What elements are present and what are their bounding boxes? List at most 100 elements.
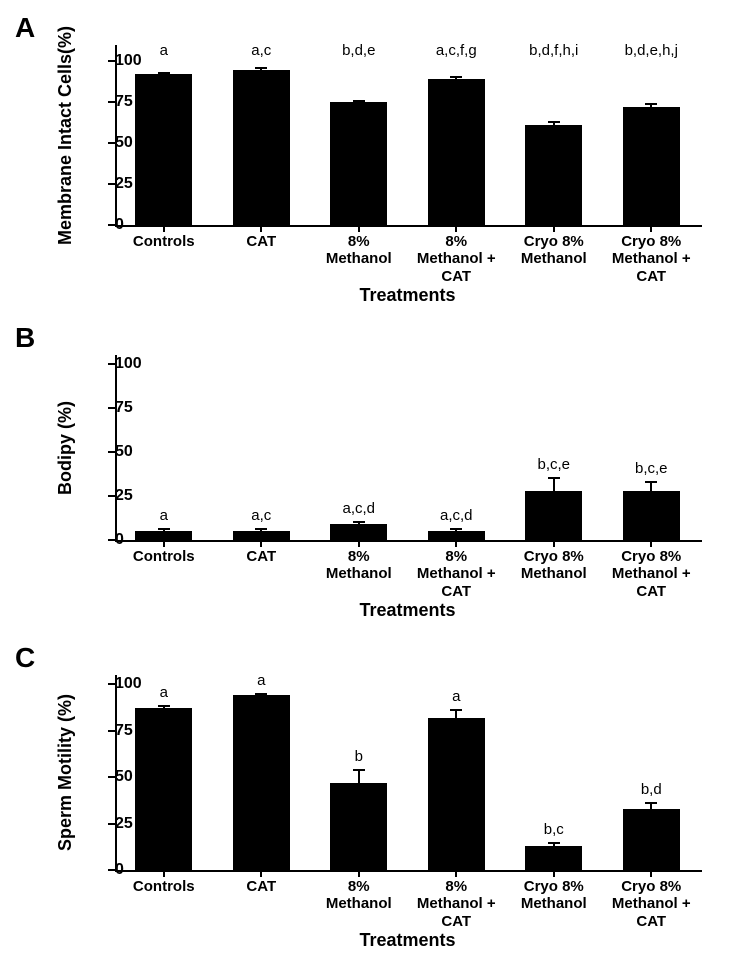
y-tick [108, 363, 115, 365]
bar [233, 695, 290, 870]
error-cap [645, 103, 657, 105]
y-tick [108, 451, 115, 453]
x-tick [260, 870, 262, 877]
sig-label: b [355, 748, 363, 765]
x-tick [260, 225, 262, 232]
y-tick [108, 776, 115, 778]
y-tick [108, 730, 115, 732]
error-bar [553, 478, 555, 490]
error-cap [158, 72, 170, 74]
x-tick [455, 870, 457, 877]
y-axis-label: Membrane Intact Cells(%) [55, 25, 76, 244]
error-cap [548, 842, 560, 844]
sig-label: a,c,f,g [436, 42, 477, 59]
sig-label: a,c,d [342, 500, 375, 517]
sig-label: b,c,e [537, 456, 570, 473]
sig-label: a [160, 684, 168, 701]
panel-label-C: C [15, 642, 35, 674]
error-cap [158, 528, 170, 530]
bar [623, 809, 680, 870]
x-tick [358, 225, 360, 232]
error-cap [548, 121, 560, 123]
category-label: CAT [246, 548, 276, 565]
y-tick [108, 495, 115, 497]
y-tick [108, 142, 115, 144]
x-tick [553, 540, 555, 547]
category-label: 8%Methanol [326, 233, 392, 268]
y-tick [108, 183, 115, 185]
bar [428, 718, 485, 870]
x-tick [455, 540, 457, 547]
bar [428, 531, 485, 540]
bar [233, 70, 290, 225]
category-label: Controls [133, 548, 195, 565]
plot-area [115, 45, 702, 227]
error-cap [255, 67, 267, 69]
category-label: 8%Methanol [326, 548, 392, 583]
x-tick [553, 870, 555, 877]
error-cap [353, 521, 365, 523]
y-tick [108, 60, 115, 62]
category-label: 8%Methanol +CAT [417, 233, 496, 285]
category-label: Cryo 8%Methanol [521, 878, 587, 913]
error-cap [450, 76, 462, 78]
category-label: CAT [246, 233, 276, 250]
y-tick [108, 823, 115, 825]
category-label: Cryo 8%Methanol +CAT [612, 878, 691, 930]
category-label: Cryo 8%Methanol [521, 548, 587, 583]
sig-label: a [160, 507, 168, 524]
error-cap [158, 705, 170, 707]
category-label: 8%Methanol +CAT [417, 548, 496, 600]
error-cap [645, 802, 657, 804]
bar [233, 531, 290, 540]
figure: AMembrane Intact Cells(%)0255075100aCont… [0, 0, 732, 980]
error-cap [353, 100, 365, 102]
y-tick [108, 224, 115, 226]
x-axis-label: Treatments [359, 285, 455, 306]
bar [525, 846, 582, 870]
x-tick [650, 225, 652, 232]
error-cap [450, 709, 462, 711]
y-tick [108, 101, 115, 103]
bar [428, 79, 485, 225]
bar [525, 125, 582, 225]
x-tick [163, 225, 165, 232]
x-tick [650, 870, 652, 877]
plot-area [115, 355, 702, 542]
error-cap [255, 693, 267, 695]
sig-label: b,d,e [342, 42, 375, 59]
category-label: Controls [133, 878, 195, 895]
sig-label: b,c,e [635, 460, 668, 477]
x-tick [358, 870, 360, 877]
y-tick [108, 683, 115, 685]
bar [135, 708, 192, 870]
plot-area [115, 675, 702, 872]
y-tick [108, 869, 115, 871]
x-tick [358, 540, 360, 547]
sig-label: b,d,f,h,i [529, 42, 578, 59]
x-axis-label: Treatments [359, 930, 455, 951]
sig-label: a [160, 42, 168, 59]
y-tick [108, 407, 115, 409]
x-tick [650, 540, 652, 547]
y-axis-label: Bodipy (%) [55, 401, 76, 495]
sig-label: a,c [251, 507, 271, 524]
bar [330, 524, 387, 540]
category-label: 8%Methanol +CAT [417, 878, 496, 930]
category-label: Cryo 8%Methanol [521, 233, 587, 268]
panel-label-A: A [15, 12, 35, 44]
sig-label: a,c [251, 42, 271, 59]
sig-label: b,c [544, 821, 564, 838]
y-axis-label: Sperm Motility (%) [55, 694, 76, 851]
sig-label: b,d [641, 781, 662, 798]
category-label: 8%Methanol [326, 878, 392, 913]
sig-label: b,d,e,h,j [625, 42, 678, 59]
bar [135, 531, 192, 540]
category-label: Cryo 8%Methanol +CAT [612, 233, 691, 285]
x-tick [553, 225, 555, 232]
x-tick [455, 225, 457, 232]
bar [623, 107, 680, 225]
error-cap [255, 528, 267, 530]
x-tick [163, 540, 165, 547]
error-cap [548, 477, 560, 479]
